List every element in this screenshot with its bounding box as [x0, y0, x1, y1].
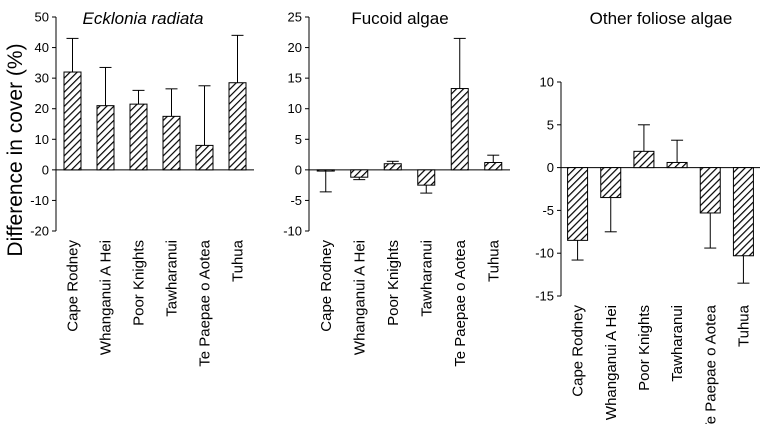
y-tick-label: 25	[288, 10, 302, 25]
bar	[383, 163, 402, 171]
y-tick-label: -20	[30, 224, 49, 239]
category-label: Cape Rodney	[570, 305, 587, 397]
y-tick-label: 10	[35, 132, 49, 147]
category-label: Whanganui A Hei	[351, 240, 368, 355]
bar	[129, 103, 148, 171]
category-label: Te Paepae o Aotea	[197, 239, 214, 366]
bar	[600, 167, 622, 199]
y-tick-label: 0	[547, 160, 554, 175]
y-tick-label: 50	[35, 10, 49, 25]
category-label: Poor Knights	[131, 240, 148, 326]
bar	[732, 167, 754, 257]
bar	[417, 169, 436, 186]
panel-title: Other foliose algae	[590, 9, 733, 28]
category-label: Poor Knights	[636, 305, 653, 391]
category-label: Whanganui A Hei	[98, 240, 115, 355]
y-tick-label: -10	[283, 224, 302, 239]
category-label: Te Paepae o Aotea	[702, 304, 719, 424]
bar	[350, 169, 369, 178]
bar	[63, 71, 82, 171]
bar	[450, 88, 469, 171]
category-label: Poor Knights	[385, 240, 402, 326]
y-tick-label: 10	[540, 75, 554, 90]
y-tick-label: 5	[547, 117, 554, 132]
y-tick-label: -10	[535, 246, 554, 261]
panel-title: Ecklonia radiata	[83, 9, 204, 28]
category-label: Tawharanui	[669, 305, 686, 382]
panel-other-foliose-algae: -15 -10 -5 0 5 10 Other foliose algae Cape Rodn…	[535, 9, 760, 424]
y-tick-label: 10	[288, 101, 302, 116]
y-tick-label: 40	[35, 40, 49, 55]
y-tick-label: 15	[288, 71, 302, 86]
category-label: Tuhua	[230, 239, 247, 282]
y-tick-label: -5	[290, 193, 302, 208]
bar	[228, 82, 247, 171]
category-label: Tawharanui	[418, 240, 435, 317]
y-tick-label: 5	[295, 132, 302, 147]
bar	[316, 169, 335, 172]
panel-fucoid-algae: -10 -5 0 5 10 15 20 25 Fucoid algae Cape Rodney Wh…	[283, 9, 510, 367]
y-tick-label: 20	[288, 40, 302, 55]
bar	[96, 105, 115, 171]
category-label: Te Paepae o Aotea	[452, 239, 469, 366]
figure-y-axis-label: Difference in cover (%)	[4, 43, 27, 256]
y-tick-label: -10	[30, 193, 49, 208]
category-label: Cape Rodney	[65, 240, 82, 332]
panel-title: Fucoid algae	[351, 9, 448, 28]
y-tick-label: 20	[35, 101, 49, 116]
y-tick-label: 0	[295, 162, 302, 177]
y-tick-label: -5	[542, 203, 554, 218]
panel-ecklonia-radiata: -20 -10 0 10 20 30 40 50 Ecklonia radiata Cape Ro…	[30, 9, 254, 367]
bar	[666, 161, 688, 169]
bar	[162, 115, 181, 171]
category-label: Tawharanui	[164, 240, 181, 317]
category-label: Tuhua	[485, 239, 502, 282]
y-tick-label: -15	[535, 289, 554, 304]
bar	[567, 167, 589, 241]
category-label: Whanganui A Hei	[603, 305, 620, 420]
y-tick-label: 0	[42, 162, 49, 177]
category-label: Tuhua	[735, 304, 752, 347]
y-tick-label: 30	[35, 71, 49, 86]
bar	[633, 150, 655, 169]
bar	[195, 144, 214, 171]
bar	[484, 162, 503, 171]
bar	[699, 167, 721, 214]
category-label: Cape Rodney	[318, 240, 335, 332]
